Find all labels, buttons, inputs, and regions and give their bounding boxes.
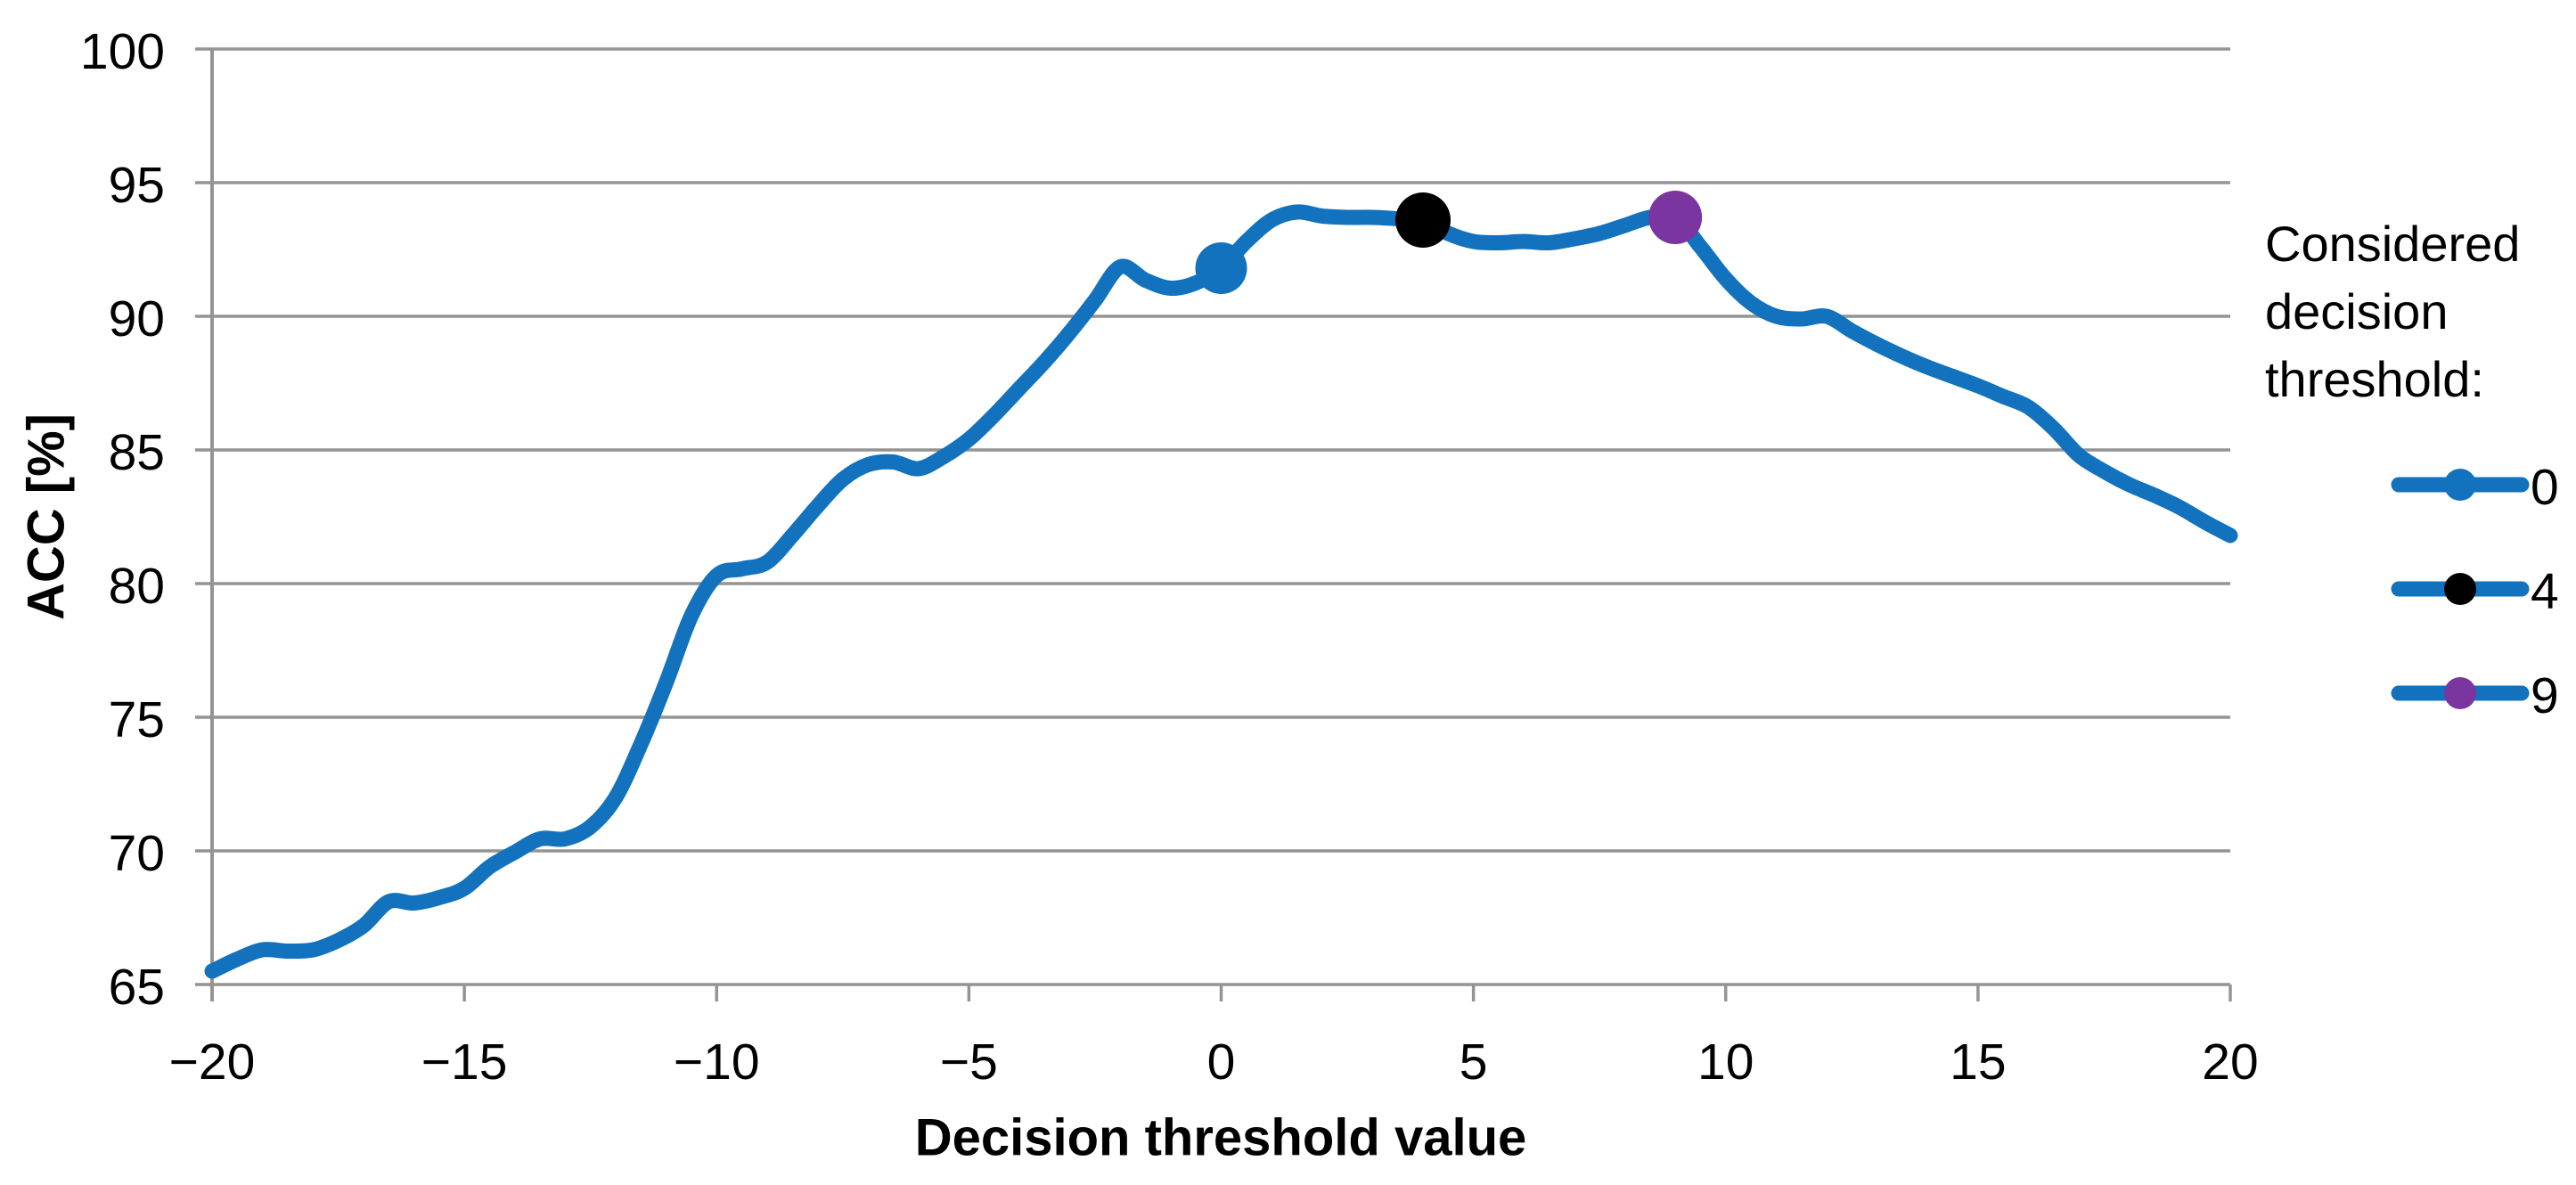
x-tick-label: 20	[2202, 1034, 2258, 1091]
x-tick-label: −10	[674, 1034, 760, 1091]
legend-entry-label: 0	[2531, 459, 2559, 516]
legend-marker-dot	[2444, 573, 2476, 605]
y-axis-title: ACC [%]	[17, 413, 76, 620]
legend-entry-label: 9	[2531, 667, 2559, 724]
legend-title-line-2: decision	[2265, 283, 2449, 339]
legend-title-line-1: Considered	[2265, 216, 2521, 272]
highlight-marker-4	[1395, 192, 1451, 248]
x-tick-label: 15	[1950, 1034, 2006, 1091]
x-tick-label: −5	[940, 1034, 998, 1091]
acc-curve	[204, 204, 2238, 979]
x-tick-label: −15	[421, 1034, 508, 1091]
legend-entry-label: 4	[2531, 563, 2559, 620]
y-tick-label: 95	[109, 157, 165, 214]
highlight-marker-0	[1195, 242, 1247, 294]
y-tick-label: 80	[109, 558, 165, 615]
highlight-marker-9	[1648, 191, 1703, 244]
x-axis-title: Decision threshold value	[914, 1108, 1527, 1167]
legend-marker-dot	[2444, 469, 2476, 501]
y-tick-label: 65	[109, 959, 165, 1016]
y-tick-label: 90	[109, 290, 165, 347]
x-tick-label: 5	[1460, 1034, 1488, 1091]
y-tick-label: 100	[80, 23, 165, 80]
x-tick-label: −20	[169, 1034, 256, 1091]
x-tick-label: 10	[1697, 1034, 1754, 1091]
legend: Considered decision threshold:	[2265, 210, 2572, 413]
y-tick-label: 75	[109, 691, 165, 748]
legend-title-line-3: threshold:	[2265, 351, 2484, 407]
x-tick-label: 0	[1207, 1034, 1236, 1091]
y-tick-label: 70	[109, 825, 165, 882]
y-tick-label: 85	[109, 424, 165, 481]
legend-marker-dot	[2444, 677, 2476, 709]
